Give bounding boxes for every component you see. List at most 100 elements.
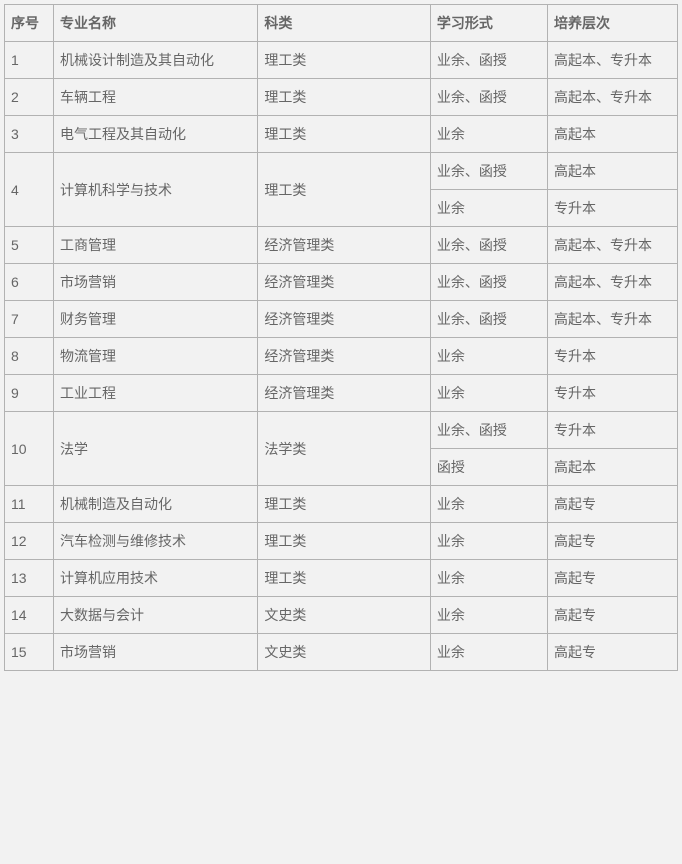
cell-no: 15 <box>5 634 54 671</box>
cell-category: 理工类 <box>258 42 431 79</box>
cell-name: 工业工程 <box>53 375 257 412</box>
cell-level: 专升本 <box>548 412 678 449</box>
cell-category: 理工类 <box>258 486 431 523</box>
cell-name: 汽车检测与维修技术 <box>53 523 257 560</box>
cell-level: 高起本、专升本 <box>548 42 678 79</box>
cell-category: 文史类 <box>258 597 431 634</box>
cell-no: 2 <box>5 79 54 116</box>
cell-name: 大数据与会计 <box>53 597 257 634</box>
table-row: 14大数据与会计文史类业余高起专 <box>5 597 678 634</box>
cell-name: 机械设计制造及其自动化 <box>53 42 257 79</box>
cell-no: 3 <box>5 116 54 153</box>
cell-level: 专升本 <box>548 338 678 375</box>
table-row: 7财务管理经济管理类业余、函授高起本、专升本 <box>5 301 678 338</box>
cell-no: 8 <box>5 338 54 375</box>
cell-name: 计算机科学与技术 <box>53 153 257 227</box>
cell-mode: 业余 <box>430 634 547 671</box>
table-row: 1机械设计制造及其自动化理工类业余、函授高起本、专升本 <box>5 42 678 79</box>
cell-name: 物流管理 <box>53 338 257 375</box>
cell-name: 市场营销 <box>53 634 257 671</box>
cell-mode: 业余 <box>430 560 547 597</box>
table-row: 15市场营销文史类业余高起专 <box>5 634 678 671</box>
table-row: 2车辆工程理工类业余、函授高起本、专升本 <box>5 79 678 116</box>
cell-level: 高起本、专升本 <box>548 227 678 264</box>
cell-no: 12 <box>5 523 54 560</box>
table-row: 3电气工程及其自动化理工类业余高起本 <box>5 116 678 153</box>
cell-mode: 业余 <box>430 190 547 227</box>
cell-no: 11 <box>5 486 54 523</box>
cell-level: 高起本、专升本 <box>548 301 678 338</box>
cell-no: 13 <box>5 560 54 597</box>
table-row: 4计算机科学与技术理工类业余、函授高起本 <box>5 153 678 190</box>
cell-level: 高起专 <box>548 634 678 671</box>
cell-level: 高起本、专升本 <box>548 79 678 116</box>
table-row: 9工业工程经济管理类业余专升本 <box>5 375 678 412</box>
cell-category: 理工类 <box>258 79 431 116</box>
cell-category: 经济管理类 <box>258 301 431 338</box>
cell-category: 经济管理类 <box>258 227 431 264</box>
cell-no: 10 <box>5 412 54 486</box>
col-header-category: 科类 <box>258 5 431 42</box>
cell-no: 1 <box>5 42 54 79</box>
cell-name: 法学 <box>53 412 257 486</box>
cell-mode: 业余、函授 <box>430 227 547 264</box>
cell-level: 专升本 <box>548 190 678 227</box>
cell-mode: 函授 <box>430 449 547 486</box>
cell-level: 高起专 <box>548 523 678 560</box>
cell-mode: 业余 <box>430 597 547 634</box>
cell-category: 理工类 <box>258 560 431 597</box>
cell-no: 6 <box>5 264 54 301</box>
cell-mode: 业余、函授 <box>430 301 547 338</box>
cell-level: 高起本 <box>548 153 678 190</box>
table-header-row: 序号 专业名称 科类 学习形式 培养层次 <box>5 5 678 42</box>
col-header-name: 专业名称 <box>53 5 257 42</box>
cell-no: 5 <box>5 227 54 264</box>
cell-no: 14 <box>5 597 54 634</box>
cell-mode: 业余、函授 <box>430 153 547 190</box>
cell-category: 理工类 <box>258 116 431 153</box>
cell-level: 高起专 <box>548 560 678 597</box>
cell-category: 理工类 <box>258 153 431 227</box>
cell-category: 经济管理类 <box>258 264 431 301</box>
cell-name: 市场营销 <box>53 264 257 301</box>
cell-level: 高起本、专升本 <box>548 264 678 301</box>
cell-category: 经济管理类 <box>258 375 431 412</box>
table-row: 5工商管理经济管理类业余、函授高起本、专升本 <box>5 227 678 264</box>
cell-mode: 业余、函授 <box>430 412 547 449</box>
col-header-level: 培养层次 <box>548 5 678 42</box>
cell-name: 财务管理 <box>53 301 257 338</box>
cell-category: 法学类 <box>258 412 431 486</box>
cell-category: 理工类 <box>258 523 431 560</box>
col-header-mode: 学习形式 <box>430 5 547 42</box>
table-row: 6市场营销经济管理类业余、函授高起本、专升本 <box>5 264 678 301</box>
cell-no: 4 <box>5 153 54 227</box>
cell-name: 机械制造及自动化 <box>53 486 257 523</box>
cell-level: 高起专 <box>548 597 678 634</box>
majors-table: 序号 专业名称 科类 学习形式 培养层次 1机械设计制造及其自动化理工类业余、函… <box>4 4 678 671</box>
cell-name: 电气工程及其自动化 <box>53 116 257 153</box>
cell-mode: 业余 <box>430 338 547 375</box>
cell-no: 9 <box>5 375 54 412</box>
cell-mode: 业余、函授 <box>430 42 547 79</box>
cell-level: 高起专 <box>548 486 678 523</box>
cell-name: 计算机应用技术 <box>53 560 257 597</box>
table-row: 10法学法学类业余、函授专升本 <box>5 412 678 449</box>
table-row: 12汽车检测与维修技术理工类业余高起专 <box>5 523 678 560</box>
table-row: 11机械制造及自动化理工类业余高起专 <box>5 486 678 523</box>
cell-category: 经济管理类 <box>258 338 431 375</box>
cell-level: 高起本 <box>548 116 678 153</box>
cell-level: 高起本 <box>548 449 678 486</box>
cell-level: 专升本 <box>548 375 678 412</box>
table-row: 8物流管理经济管理类业余专升本 <box>5 338 678 375</box>
cell-no: 7 <box>5 301 54 338</box>
cell-mode: 业余、函授 <box>430 79 547 116</box>
table-row: 13计算机应用技术理工类业余高起专 <box>5 560 678 597</box>
cell-mode: 业余 <box>430 375 547 412</box>
cell-mode: 业余 <box>430 116 547 153</box>
cell-name: 工商管理 <box>53 227 257 264</box>
cell-name: 车辆工程 <box>53 79 257 116</box>
col-header-no: 序号 <box>5 5 54 42</box>
cell-mode: 业余 <box>430 523 547 560</box>
cell-category: 文史类 <box>258 634 431 671</box>
cell-mode: 业余 <box>430 486 547 523</box>
